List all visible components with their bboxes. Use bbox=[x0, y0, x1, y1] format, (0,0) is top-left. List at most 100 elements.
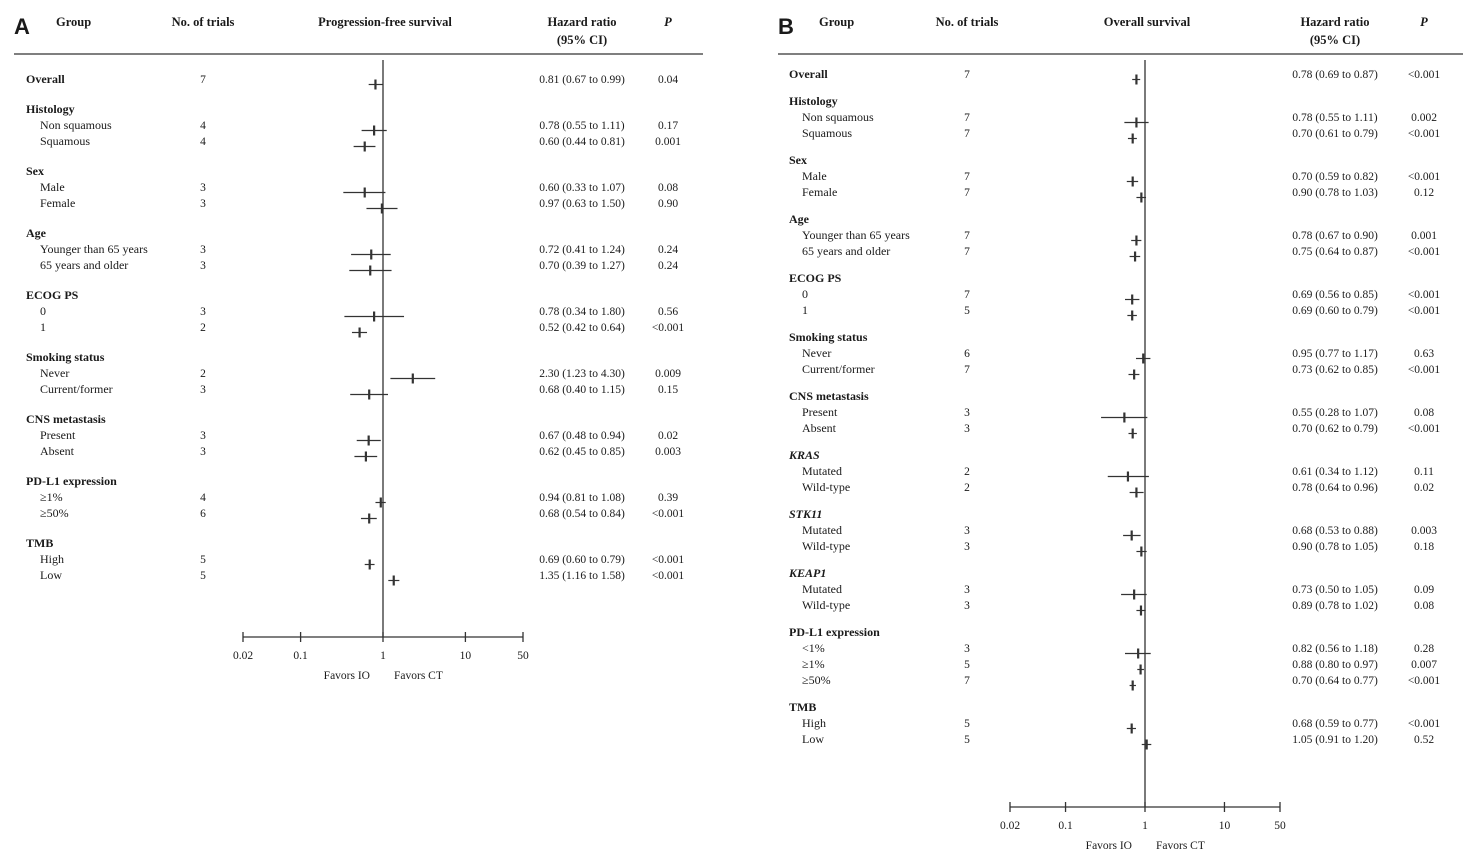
subgroup-label: Low bbox=[802, 732, 824, 746]
p-value: 0.001 bbox=[655, 136, 681, 148]
hazard-ratio-ci: 0.69 (0.60 to 0.79) bbox=[539, 554, 625, 566]
p-value: 0.08 bbox=[1414, 407, 1434, 419]
subgroup-heading: Overall bbox=[789, 67, 828, 81]
subgroup-label: ≥1% bbox=[802, 657, 825, 671]
trial-count: 3 bbox=[200, 430, 206, 442]
header-p: P bbox=[664, 15, 672, 29]
subgroup-label: Non squamous bbox=[40, 118, 112, 132]
subgroup-label: Non squamous bbox=[802, 110, 874, 124]
p-value: 0.003 bbox=[1411, 525, 1437, 537]
subgroup-label: Male bbox=[802, 169, 827, 183]
p-value: 0.02 bbox=[658, 430, 678, 442]
hazard-ratio-ci: 0.69 (0.56 to 0.85) bbox=[1292, 289, 1378, 301]
hazard-ratio-ci: 0.90 (0.78 to 1.05) bbox=[1292, 541, 1378, 553]
hazard-ratio-ci: 0.68 (0.54 to 0.84) bbox=[539, 508, 625, 520]
trial-count: 5 bbox=[200, 570, 206, 582]
hazard-ratio-ci: 0.60 (0.33 to 1.07) bbox=[539, 182, 625, 194]
trial-count: 4 bbox=[200, 492, 206, 504]
subgroup-label: 65 years and older bbox=[802, 244, 890, 258]
trial-count: 2 bbox=[200, 322, 206, 334]
hazard-ratio-ci: 0.73 (0.50 to 1.05) bbox=[1292, 584, 1378, 596]
hazard-ratio-ci: 0.67 (0.48 to 0.94) bbox=[539, 430, 625, 442]
forest-plot-panel-b: B Group No. of trials Overall survival Hazar… bbox=[770, 0, 1468, 865]
p-value: <0.001 bbox=[1408, 69, 1441, 81]
subgroup-heading: ECOG PS bbox=[789, 271, 842, 285]
subgroup-label: Mutated bbox=[802, 464, 842, 478]
trial-count: 7 bbox=[964, 187, 970, 199]
subgroup-label: Squamous bbox=[40, 134, 90, 148]
trial-count: 7 bbox=[964, 364, 970, 376]
hazard-ratio-ci: 0.60 (0.44 to 0.81) bbox=[539, 136, 625, 148]
header-hazard-ratio: Hazard ratio bbox=[1300, 15, 1369, 29]
p-value: 0.24 bbox=[658, 260, 678, 272]
header-plot: Overall survival bbox=[1104, 15, 1191, 29]
x-tick-label: 0.02 bbox=[233, 650, 253, 662]
subgroup-label: Low bbox=[40, 568, 62, 582]
x-tick-label: 0.1 bbox=[293, 650, 308, 662]
hazard-ratio-ci: 1.35 (1.16 to 1.58) bbox=[539, 570, 625, 582]
p-value: 0.28 bbox=[1414, 643, 1434, 655]
subgroup-label: Wild-type bbox=[802, 480, 850, 494]
subgroup-heading: KEAP1 bbox=[788, 566, 826, 580]
subgroup-heading: CNS metastasis bbox=[26, 412, 106, 426]
header-trials: No. of trials bbox=[172, 15, 235, 29]
trial-count: 6 bbox=[200, 508, 206, 520]
trial-count: 5 bbox=[964, 734, 970, 746]
subgroup-label: 65 years and older bbox=[40, 258, 128, 272]
subgroup-label: Younger than 65 years bbox=[802, 228, 910, 242]
subgroup-heading: Sex bbox=[26, 164, 44, 178]
trial-count: 3 bbox=[964, 407, 970, 419]
subgroup-heading: Histology bbox=[26, 102, 75, 116]
trial-count: 3 bbox=[200, 244, 206, 256]
subgroup-label: High bbox=[40, 552, 64, 566]
hazard-ratio-ci: 0.78 (0.34 to 1.80) bbox=[539, 306, 625, 318]
hazard-ratio-ci: 0.68 (0.59 to 0.77) bbox=[1292, 718, 1378, 730]
favors-ct-label: Favors CT bbox=[394, 670, 443, 682]
x-tick-label: 10 bbox=[1219, 820, 1231, 832]
header-ci: (95% CI) bbox=[557, 33, 607, 47]
subgroup-heading: PD-L1 expression bbox=[26, 474, 117, 488]
header-trials: No. of trials bbox=[936, 15, 999, 29]
subgroup-label: High bbox=[802, 716, 826, 730]
header-group: Group bbox=[56, 15, 91, 29]
subgroup-label: 0 bbox=[802, 287, 808, 301]
subgroup-label: Current/former bbox=[40, 382, 113, 396]
p-value: <0.001 bbox=[652, 554, 685, 566]
hazard-ratio-ci: 0.78 (0.69 to 0.87) bbox=[1292, 69, 1378, 81]
p-value: 0.52 bbox=[1414, 734, 1434, 746]
trial-count: 3 bbox=[964, 584, 970, 596]
subgroup-heading: TMB bbox=[789, 700, 816, 714]
trial-count: 5 bbox=[964, 718, 970, 730]
header-ci: (95% CI) bbox=[1310, 33, 1360, 47]
hazard-ratio-ci: 0.61 (0.34 to 1.12) bbox=[1292, 466, 1378, 478]
trial-count: 5 bbox=[200, 554, 206, 566]
forest-plot-panel-a: A Group No. of trials Progression-free surv… bbox=[0, 0, 720, 865]
p-value: 0.08 bbox=[1414, 600, 1434, 612]
subgroup-heading: Smoking status bbox=[26, 350, 105, 364]
hazard-ratio-ci: 0.70 (0.62 to 0.79) bbox=[1292, 423, 1378, 435]
subgroup-label: Female bbox=[40, 196, 75, 210]
subgroup-label: Current/former bbox=[802, 362, 875, 376]
subgroup-label: Wild-type bbox=[802, 539, 850, 553]
x-tick-label: 1 bbox=[380, 650, 386, 662]
subgroup-label: Never bbox=[802, 346, 831, 360]
trial-count: 3 bbox=[200, 384, 206, 396]
x-tick-label: 0.02 bbox=[1000, 820, 1020, 832]
p-value: 0.003 bbox=[655, 446, 681, 458]
subgroup-label: <1% bbox=[802, 641, 825, 655]
trial-count: 3 bbox=[964, 541, 970, 553]
p-value: 0.39 bbox=[658, 492, 678, 504]
x-tick-label: 0.1 bbox=[1058, 820, 1073, 832]
hazard-ratio-ci: 0.82 (0.56 to 1.18) bbox=[1292, 643, 1378, 655]
subgroup-label: Squamous bbox=[802, 126, 852, 140]
forest-plot-svg-b: B Group No. of trials Overall survival Hazar… bbox=[778, 14, 1463, 852]
trial-count: 7 bbox=[964, 675, 970, 687]
p-value: <0.001 bbox=[1408, 246, 1441, 258]
p-value: 0.09 bbox=[1414, 584, 1434, 596]
trial-count: 4 bbox=[200, 136, 206, 148]
subgroup-heading: KRAS bbox=[788, 448, 820, 462]
x-tick-label: 10 bbox=[460, 650, 472, 662]
hazard-ratio-ci: 0.70 (0.64 to 0.77) bbox=[1292, 675, 1378, 687]
subgroup-label: ≥50% bbox=[802, 673, 831, 687]
trial-count: 3 bbox=[200, 260, 206, 272]
